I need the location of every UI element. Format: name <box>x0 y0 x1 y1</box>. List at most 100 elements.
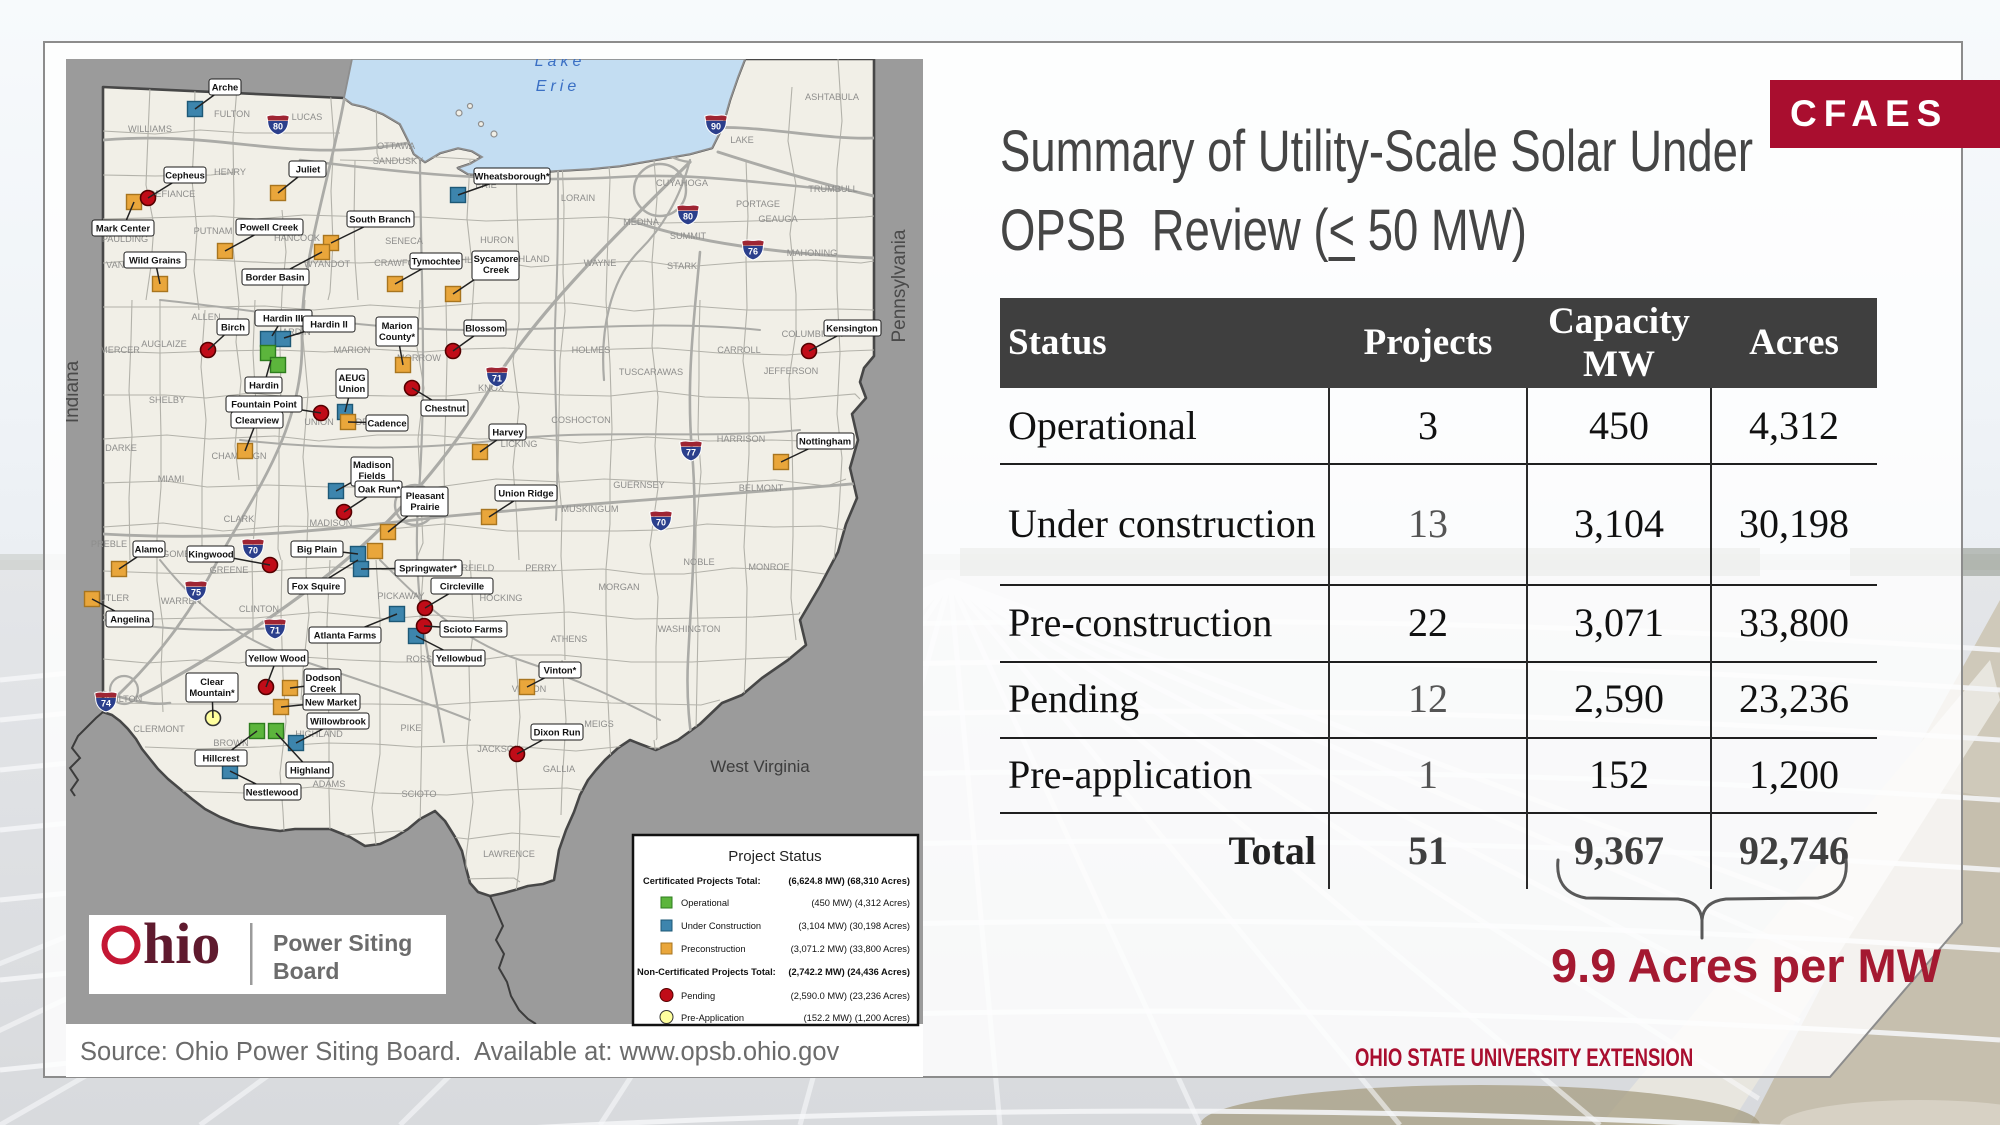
svg-text:HENRY: HENRY <box>214 167 246 177</box>
svg-text:Scioto Farms: Scioto Farms <box>443 623 502 634</box>
svg-text:HOCKING: HOCKING <box>480 593 523 603</box>
svg-text:ASHTABULA: ASHTABULA <box>805 92 860 102</box>
svg-text:HURON: HURON <box>480 235 514 245</box>
svg-text:MIAMI: MIAMI <box>158 474 185 484</box>
svg-text:(450 MW) (4,312 Acres): (450 MW) (4,312 Acres) <box>811 898 910 908</box>
svg-text:MONTGOMERY: MONTGOMERY <box>135 549 203 559</box>
svg-text:FULTON: FULTON <box>214 109 250 119</box>
svg-text:71: 71 <box>492 374 502 384</box>
svg-text:Nottingham: Nottingham <box>799 435 851 446</box>
svg-text:Source: Ohio Power Siting Boar: Source: Ohio Power Siting Board. Availab… <box>80 1038 840 1066</box>
svg-text:MONROE: MONROE <box>748 562 789 572</box>
svg-text:BROWN: BROWN <box>213 738 248 748</box>
svg-text:Highland: Highland <box>290 764 330 775</box>
svg-text:COLUMBIANA: COLUMBIANA <box>782 329 844 339</box>
svg-text:Nestlewood: Nestlewood <box>246 786 299 797</box>
svg-text:(6,624.8 MW) (68,310 Acres): (6,624.8 MW) (68,310 Acres) <box>788 876 910 886</box>
svg-text:Certificated Projects Total:: Certificated Projects Total: <box>643 876 761 886</box>
svg-text:Under Construction: Under Construction <box>681 921 761 931</box>
svg-text:HARRISON: HARRISON <box>717 434 766 444</box>
svg-text:HOLMES: HOLMES <box>572 345 611 355</box>
svg-text:hio: hio <box>143 911 220 976</box>
svg-text:GALLIA: GALLIA <box>543 764 576 774</box>
svg-text:MORGAN: MORGAN <box>598 582 639 592</box>
svg-text:WARREN: WARREN <box>161 596 202 606</box>
svg-text:WILLIAMS: WILLIAMS <box>128 124 172 134</box>
svg-text:MUSKINGUM: MUSKINGUM <box>561 504 618 514</box>
svg-text:South Branch: South Branch <box>349 213 411 224</box>
svg-text:Yellowbud: Yellowbud <box>436 652 483 663</box>
svg-text:SHELBY: SHELBY <box>149 395 185 405</box>
svg-text:Kingwood: Kingwood <box>188 548 234 559</box>
svg-text:Creek: Creek <box>483 264 510 275</box>
svg-text:Union: Union <box>339 383 366 394</box>
svg-text:HARDIN: HARDIN <box>275 327 310 337</box>
svg-text:ALLEN: ALLEN <box>191 312 220 322</box>
svg-text:Indiana: Indiana <box>66 360 83 423</box>
svg-text:WASHINGTON: WASHINGTON <box>658 624 721 634</box>
svg-text:Hardin III: Hardin III <box>263 312 303 323</box>
svg-text:Union Ridge: Union Ridge <box>498 487 553 498</box>
svg-text:MEDINA: MEDINA <box>623 217 660 227</box>
svg-text:NOBLE: NOBLE <box>683 557 714 567</box>
svg-text:Non-Certificated Projects Tota: Non-Certificated Projects Total: <box>637 967 776 977</box>
svg-text:ROSS: ROSS <box>406 654 432 664</box>
svg-text:70: 70 <box>248 546 258 556</box>
svg-text:GEAUGA: GEAUGA <box>758 214 798 224</box>
svg-text:Power Siting: Power Siting <box>273 930 412 956</box>
svg-text:CRAWFORD: CRAWFORD <box>374 258 428 268</box>
svg-text:70: 70 <box>656 518 666 528</box>
svg-text:GREENE: GREENE <box>210 565 249 575</box>
svg-text:MORROW: MORROW <box>397 353 441 363</box>
svg-text:LORAIN: LORAIN <box>561 193 595 203</box>
svg-text:Mark Center: Mark Center <box>96 222 151 233</box>
svg-text:WYANDOT: WYANDOT <box>304 259 351 269</box>
svg-text:(3,071.2 MW) (33,800 Acres): (3,071.2 MW) (33,800 Acres) <box>791 944 910 954</box>
svg-text:Hillcrest: Hillcrest <box>203 752 240 763</box>
svg-text:Wheatsborough*: Wheatsborough* <box>475 170 550 181</box>
svg-text:JACKSON: JACKSON <box>477 744 520 754</box>
svg-text:Arche: Arche <box>212 81 239 92</box>
svg-text:Wild Grains: Wild Grains <box>129 254 181 265</box>
svg-text:80: 80 <box>273 122 283 132</box>
svg-text:MARION: MARION <box>334 345 371 355</box>
svg-text:75: 75 <box>191 588 201 598</box>
svg-text:PICKAWAY: PICKAWAY <box>377 591 424 601</box>
svg-text:PUTNAM: PUTNAM <box>194 226 233 236</box>
svg-text:Pleasant: Pleasant <box>406 490 445 501</box>
svg-text:JEFFERSON: JEFFERSON <box>764 366 819 376</box>
svg-text:Springwater*: Springwater* <box>399 562 457 573</box>
svg-text:Vinton*: Vinton* <box>544 664 577 675</box>
svg-text:Tymochtee: Tymochtee <box>412 255 461 266</box>
svg-text:Big Plain: Big Plain <box>297 543 337 554</box>
svg-text:CLARK: CLARK <box>224 514 256 524</box>
svg-text:Blossom: Blossom <box>465 322 505 333</box>
svg-text:Willowbrook: Willowbrook <box>310 715 366 726</box>
svg-text:Mountain*: Mountain* <box>189 687 235 698</box>
svg-text:Pre-Application: Pre-Application <box>681 1013 744 1023</box>
svg-text:Powell Creek: Powell Creek <box>240 221 299 232</box>
svg-text:Dodson: Dodson <box>306 672 341 683</box>
svg-text:Oak Run*: Oak Run* <box>358 483 401 494</box>
svg-text:SENECA: SENECA <box>385 236 424 246</box>
svg-text:Preconstruction: Preconstruction <box>681 944 746 954</box>
svg-text:Kensington: Kensington <box>826 322 878 333</box>
svg-text:LUCAS: LUCAS <box>292 112 323 122</box>
svg-text:(152.2 MW) (1,200 Acres): (152.2 MW) (1,200 Acres) <box>804 1013 910 1023</box>
svg-text:PIKE: PIKE <box>401 723 422 733</box>
svg-text:SANDUSKY: SANDUSKY <box>373 156 424 166</box>
svg-text:Madison: Madison <box>353 459 391 470</box>
svg-text:76: 76 <box>748 247 758 257</box>
svg-text:Marion: Marion <box>382 320 413 331</box>
svg-text:UNION: UNION <box>304 417 334 427</box>
svg-text:Dixon Run: Dixon Run <box>534 726 581 737</box>
svg-text:Clear: Clear <box>200 676 224 687</box>
svg-text:LAKE: LAKE <box>730 135 754 145</box>
svg-text:(2,590.0 MW) (23,236 Acres): (2,590.0 MW) (23,236 Acres) <box>791 991 910 1001</box>
svg-text:BUTLER: BUTLER <box>93 593 130 603</box>
svg-text:CUYAHOGA: CUYAHOGA <box>656 178 709 188</box>
svg-text:Fountain Point: Fountain Point <box>231 398 297 409</box>
svg-text:DEFIANCE: DEFIANCE <box>149 189 195 199</box>
svg-text:County*: County* <box>379 331 415 342</box>
svg-text:Prairie: Prairie <box>410 501 439 512</box>
